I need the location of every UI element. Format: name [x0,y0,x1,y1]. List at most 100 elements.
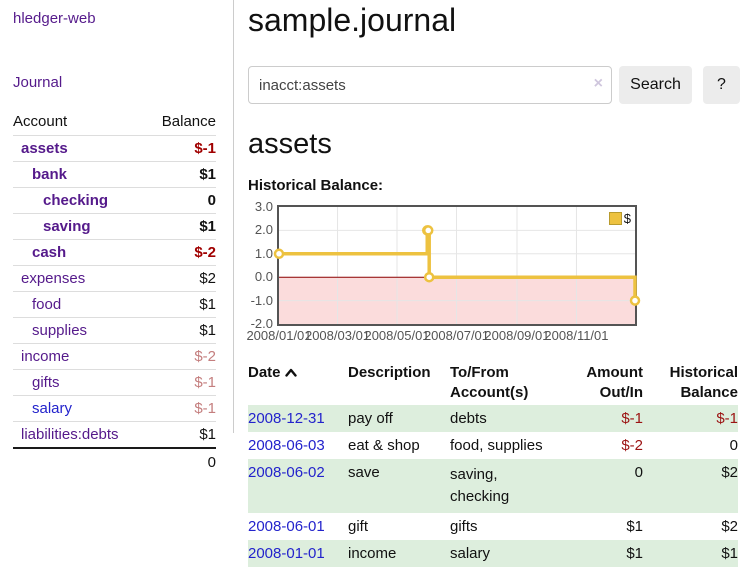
sidebar-account-link[interactable]: salary [32,400,73,417]
register-table: Date Description To/From Account(s) Amou… [248,361,738,567]
transaction-description: income [348,545,397,562]
y-tick-label: 2.0 [254,222,273,238]
y-tick-label: 3.0 [254,199,273,214]
search-button[interactable]: Search [619,66,692,104]
account-row: food $1 [13,291,216,317]
transaction-accounts: salary [450,545,491,562]
y-tick-label: -1.0 [250,292,273,308]
description-column-header: Description [348,364,431,381]
sidebar: hledger-web Journal Account Balance asse… [0,0,233,582]
transaction-balance: $-1 [716,410,738,427]
transaction-description: gift [348,518,369,535]
account-balance: $1 [199,218,216,235]
account-balance: $-1 [194,140,216,157]
main-content: sample.journal × Search ? assets Histori… [233,0,742,582]
sidebar-account-link[interactable]: income [21,348,70,365]
account-balance: $1 [199,426,216,443]
account-row: income $-2 [13,343,216,369]
tofrom-column-header: To/From Account(s) [450,364,529,401]
x-tick-label: 2008/11/01 [544,328,609,343]
account-row: liabilities:debts $1 [13,421,216,447]
register-row: 2008-06-02 save saving, checking 0 $2 [248,459,738,513]
sidebar-account-link[interactable]: expenses [21,270,86,287]
sidebar-account-link[interactable]: assets [21,140,68,157]
transaction-accounts: food, supplies [450,437,543,454]
sidebar-account-link[interactable]: cash [32,244,67,261]
balance-column-header-main: Historical Balance [669,364,738,401]
account-balance: $2 [199,270,216,287]
sidebar-account-link[interactable]: saving [43,218,91,235]
account-balance: 0 [207,192,216,209]
account-balance: $1 [199,166,216,183]
search-input[interactable] [248,66,612,104]
sidebar-item-journal[interactable]: Journal [13,74,63,91]
transaction-date-link[interactable]: 2008-06-02 [248,464,325,481]
account-balance: $-2 [194,348,216,365]
register-row: 2008-01-01 income salary $1 $1 [248,540,738,567]
transaction-date-link[interactable]: 2008-12-31 [248,410,325,427]
account-row: gifts $-1 [13,369,216,395]
x-tick-label: 2008/01/01 [246,328,312,343]
app-title-link[interactable]: hledger-web [13,10,96,27]
transaction-accounts: saving, checking [450,466,510,505]
legend-label: $ [623,211,631,226]
transaction-accounts: gifts [450,518,478,535]
date-column-header[interactable]: Date [248,361,348,405]
register-row: 2008-12-31 pay off debts $-1 $-1 [248,405,738,432]
transaction-date-link[interactable]: 2008-01-01 [248,545,325,562]
sidebar-account-link[interactable]: checking [43,192,109,209]
account-row: salary $-1 [13,395,216,421]
register-row: 2008-06-03 eat & shop food, supplies $-2 0 [248,432,738,459]
transaction-balance: $1 [721,545,738,562]
y-tick-label: 1.0 [254,245,273,261]
account-row: cash $-2 [13,239,216,265]
transaction-description: pay off [348,410,393,427]
legend-swatch-icon [608,212,622,225]
sidebar-account-link[interactable]: liabilities:debts [21,426,119,443]
y-tick-label: 0.0 [254,269,273,285]
amount-column-header: Amount Out/In [586,364,643,401]
chart-plot-area: $ [273,205,641,326]
register-row: 2008-06-01 gift gifts $1 $2 [248,513,738,540]
account-balance: $-1 [194,374,216,391]
account-column-header: Account [13,113,68,130]
account-balance: $-2 [194,244,216,261]
chart-legend: $ [607,210,632,227]
transaction-amount: 0 [634,464,643,481]
page-title: sample.journal [248,2,457,38]
transaction-date-link[interactable]: 2008-06-03 [248,437,325,454]
total-balance: 0 [207,454,216,471]
x-tick-label: 2008/03/01 [304,328,371,343]
account-section-title: assets [248,128,332,160]
chart-y-axis-labels: 3.0 2.0 1.0 0.0 -1.0 -2.0 [248,199,277,331]
sidebar-account-link[interactable]: supplies [32,322,88,339]
chart-title: Historical Balance: [248,177,384,194]
account-row: bank $1 [13,161,216,187]
transaction-date-link[interactable]: 2008-06-01 [248,518,325,535]
transaction-description: save [348,464,380,481]
search-bar: × Search ? [248,66,740,104]
x-tick-label: 2008/09/01 [484,328,550,343]
sidebar-divider [233,0,234,433]
account-row: checking 0 [13,187,216,213]
transaction-accounts: debts [450,410,487,427]
transaction-amount: $-1 [621,410,643,427]
account-balance: $-1 [194,400,216,417]
clear-search-icon[interactable]: × [593,75,603,92]
account-row: assets $-1 [13,135,216,161]
account-total-row: 0 [13,447,216,476]
help-button[interactable]: ? [703,66,740,104]
x-tick-label: 2008/05/01 [364,328,430,343]
account-balance: $1 [199,322,216,339]
account-row: saving $1 [13,213,216,239]
sidebar-account-link[interactable]: bank [32,166,68,183]
transaction-amount: $1 [626,545,643,562]
sidebar-account-link[interactable]: food [32,296,62,313]
historical-balance-chart: 3.0 2.0 1.0 0.0 -1.0 -2.0 $ [248,199,740,331]
account-table-header: Account Balance [13,107,216,135]
account-row: supplies $1 [13,317,216,343]
account-row: expenses $2 [13,265,216,291]
transaction-balance: $2 [721,464,738,481]
chevron-up-icon [284,363,297,383]
sidebar-account-link[interactable]: gifts [32,374,60,391]
